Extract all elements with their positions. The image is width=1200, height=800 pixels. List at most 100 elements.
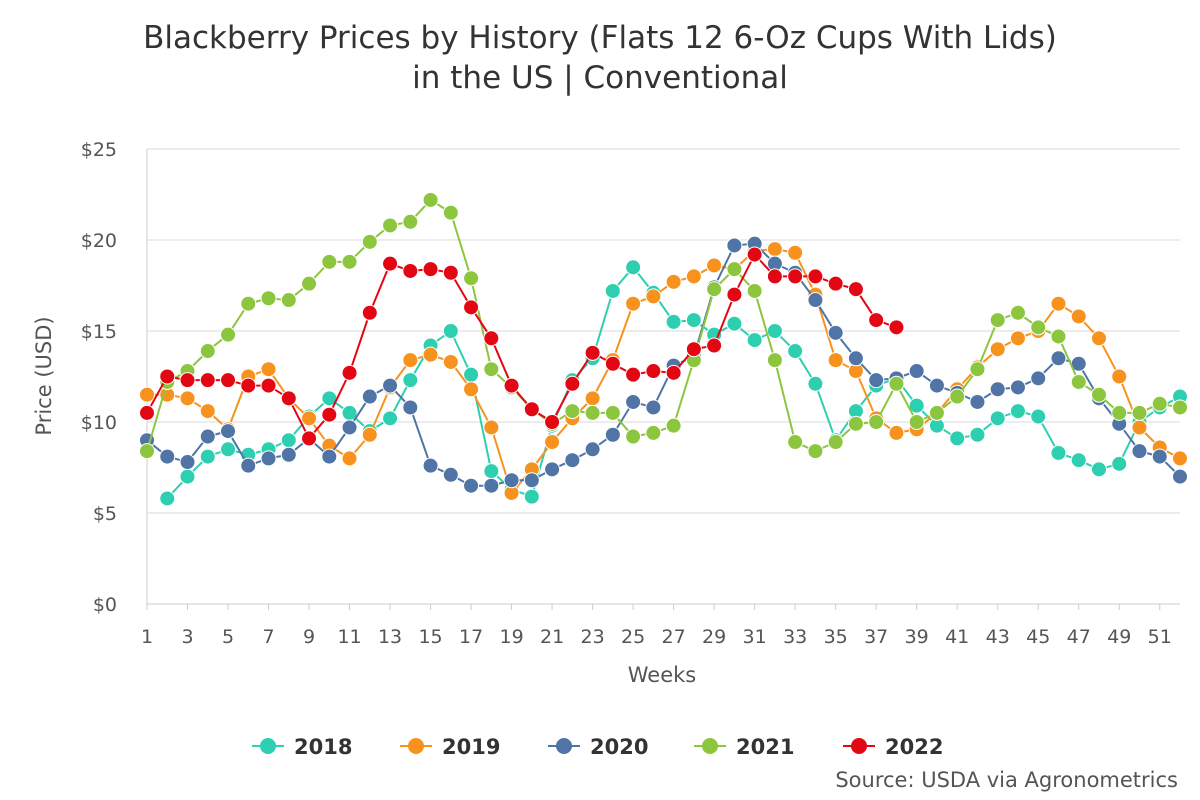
data-point-2019[interactable] xyxy=(888,424,905,441)
data-point-2019[interactable] xyxy=(463,381,480,398)
data-point-2020[interactable] xyxy=(544,461,561,478)
data-point-2021[interactable] xyxy=(625,428,642,445)
data-point-2020[interactable] xyxy=(645,399,662,416)
data-point-2018[interactable] xyxy=(685,312,702,329)
data-point-2021[interactable] xyxy=(726,261,743,278)
data-point-2019[interactable] xyxy=(685,268,702,285)
data-point-2021[interactable] xyxy=(1050,328,1067,345)
data-point-2022[interactable] xyxy=(726,286,743,303)
data-point-2022[interactable] xyxy=(402,262,419,279)
data-point-2018[interactable] xyxy=(220,441,237,458)
data-point-2022[interactable] xyxy=(280,390,297,407)
data-point-2020[interactable] xyxy=(179,454,196,471)
data-point-2019[interactable] xyxy=(1111,368,1128,385)
data-point-2021[interactable] xyxy=(1131,404,1148,421)
data-point-2020[interactable] xyxy=(422,457,439,474)
data-point-2020[interactable] xyxy=(463,477,480,494)
data-point-2020[interactable] xyxy=(584,441,601,458)
data-point-2019[interactable] xyxy=(584,390,601,407)
data-point-2018[interactable] xyxy=(523,488,540,505)
data-point-2021[interactable] xyxy=(746,282,763,299)
legend-item-2018[interactable]: 2018 xyxy=(252,735,352,759)
data-point-2018[interactable] xyxy=(807,375,824,392)
data-point-2020[interactable] xyxy=(1050,350,1067,367)
data-point-2021[interactable] xyxy=(280,292,297,309)
data-point-2021[interactable] xyxy=(949,388,966,405)
data-point-2021[interactable] xyxy=(463,270,480,287)
data-point-2020[interactable] xyxy=(361,388,378,405)
data-point-2020[interactable] xyxy=(159,448,176,465)
data-point-2018[interactable] xyxy=(463,366,480,383)
data-point-2021[interactable] xyxy=(301,275,318,292)
data-point-2018[interactable] xyxy=(625,259,642,276)
data-point-2021[interactable] xyxy=(422,191,439,208)
data-point-2022[interactable] xyxy=(827,275,844,292)
data-point-2019[interactable] xyxy=(989,341,1006,358)
data-point-2022[interactable] xyxy=(868,312,885,329)
data-point-2018[interactable] xyxy=(402,372,419,389)
data-point-2022[interactable] xyxy=(139,404,155,421)
data-point-2018[interactable] xyxy=(665,313,682,330)
data-point-2020[interactable] xyxy=(260,450,277,467)
data-point-2019[interactable] xyxy=(1131,419,1148,436)
data-point-2021[interactable] xyxy=(1111,404,1128,421)
data-point-2018[interactable] xyxy=(726,315,743,332)
data-point-2022[interactable] xyxy=(625,366,642,383)
data-point-2021[interactable] xyxy=(240,295,257,312)
data-point-2020[interactable] xyxy=(220,423,237,440)
data-point-2020[interactable] xyxy=(382,377,399,394)
data-point-2020[interactable] xyxy=(341,419,358,436)
data-point-2021[interactable] xyxy=(969,361,986,378)
data-point-2021[interactable] xyxy=(442,204,459,221)
legend[interactable]: 2018 2019 2020 2021 2022 xyxy=(252,735,943,759)
data-point-2019[interactable] xyxy=(544,434,561,451)
data-point-2019[interactable] xyxy=(139,386,155,403)
data-point-2021[interactable] xyxy=(908,414,925,430)
data-point-2020[interactable] xyxy=(604,426,621,443)
data-point-2021[interactable] xyxy=(1030,319,1047,336)
data-point-2022[interactable] xyxy=(544,414,561,430)
data-point-2021[interactable] xyxy=(827,434,844,451)
data-point-2022[interactable] xyxy=(179,372,196,389)
data-point-2018[interactable] xyxy=(199,448,216,465)
data-point-2022[interactable] xyxy=(685,341,702,358)
data-point-2019[interactable] xyxy=(442,353,459,370)
data-point-2019[interactable] xyxy=(625,295,642,312)
data-point-2018[interactable] xyxy=(949,430,966,447)
data-point-2020[interactable] xyxy=(523,472,540,489)
data-point-2022[interactable] xyxy=(483,330,500,347)
data-point-2022[interactable] xyxy=(645,363,662,380)
data-point-2021[interactable] xyxy=(888,375,905,392)
data-point-2019[interactable] xyxy=(341,450,358,467)
data-point-2018[interactable] xyxy=(1090,461,1107,478)
legend-item-2021[interactable]: 2021 xyxy=(694,735,794,759)
data-point-2019[interactable] xyxy=(1009,330,1026,347)
data-point-2020[interactable] xyxy=(928,377,945,394)
data-point-2019[interactable] xyxy=(1172,450,1188,467)
data-point-2022[interactable] xyxy=(442,264,459,281)
data-point-2019[interactable] xyxy=(301,410,318,427)
data-point-2021[interactable] xyxy=(361,233,378,250)
legend-item-2022[interactable]: 2022 xyxy=(843,735,943,759)
data-point-2022[interactable] xyxy=(523,401,540,418)
data-point-2019[interactable] xyxy=(179,390,196,407)
data-point-2019[interactable] xyxy=(827,352,844,369)
data-point-2021[interactable] xyxy=(402,213,419,230)
data-point-2022[interactable] xyxy=(361,304,378,321)
data-point-2019[interactable] xyxy=(1090,330,1107,347)
data-point-2019[interactable] xyxy=(361,426,378,443)
data-point-2018[interactable] xyxy=(766,323,783,339)
data-point-2022[interactable] xyxy=(787,268,804,285)
data-point-2019[interactable] xyxy=(787,244,804,261)
data-point-2020[interactable] xyxy=(402,399,419,416)
data-point-2021[interactable] xyxy=(787,434,804,451)
data-point-2018[interactable] xyxy=(1070,452,1087,469)
data-point-2019[interactable] xyxy=(665,273,682,290)
data-point-2022[interactable] xyxy=(665,364,682,381)
data-point-2018[interactable] xyxy=(908,397,925,414)
data-point-2021[interactable] xyxy=(139,443,155,460)
data-point-2021[interactable] xyxy=(199,343,216,360)
data-point-2018[interactable] xyxy=(179,468,196,485)
data-point-2020[interactable] xyxy=(1172,468,1188,485)
data-point-2020[interactable] xyxy=(1131,443,1148,460)
